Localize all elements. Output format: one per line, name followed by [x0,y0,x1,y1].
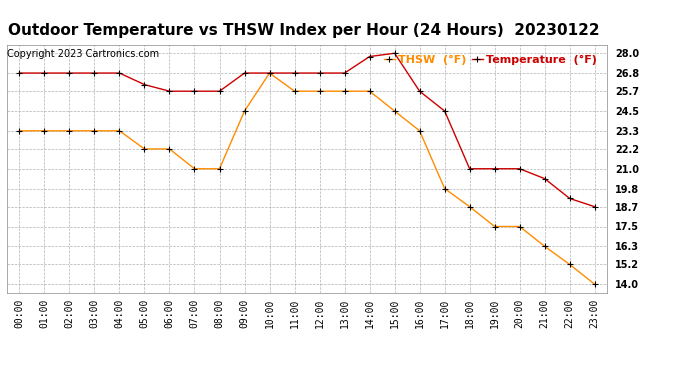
Text: Copyright 2023 Cartronics.com: Copyright 2023 Cartronics.com [7,49,159,59]
Legend: THSW  (°F), Temperature  (°F): THSW (°F), Temperature (°F) [379,51,602,69]
Text: Outdoor Temperature vs THSW Index per Hour (24 Hours)  20230122: Outdoor Temperature vs THSW Index per Ho… [8,22,600,38]
